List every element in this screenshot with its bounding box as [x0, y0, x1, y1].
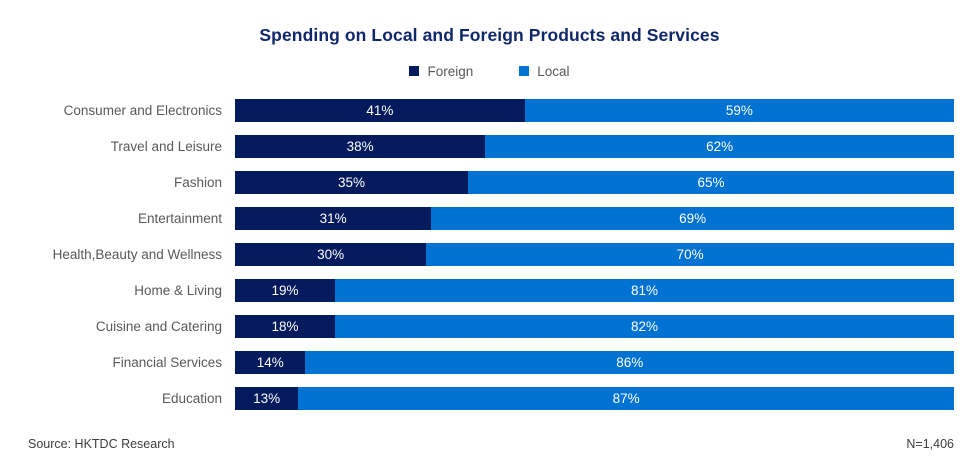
foreign-segment: 14% — [235, 350, 306, 374]
foreign-value-label: 38% — [346, 138, 374, 154]
local-value-label: 69% — [679, 210, 707, 226]
local-value-label: 65% — [697, 174, 725, 190]
chart-row: Education 13% 87% — [0, 380, 979, 416]
foreign-segment: 18% — [235, 314, 335, 338]
category-label: Consumer and Electronics — [63, 102, 222, 118]
legend-item-local: Local — [519, 63, 570, 79]
chart-row: Consumer and Electronics 41% 59% — [0, 92, 979, 128]
category-label: Financial Services — [112, 354, 222, 370]
chart-footer: Source: HKTDC Research N=1,406 — [0, 437, 979, 451]
chart-row: Health,Beauty and Wellness 30% 70% — [0, 236, 979, 272]
legend-label-local: Local — [537, 63, 570, 79]
sample-size-note: N=1,406 — [906, 437, 954, 451]
foreign-segment: 41% — [235, 98, 525, 122]
foreign-value-label: 35% — [337, 174, 365, 190]
chart-row: Home & Living 19% 81% — [0, 272, 979, 308]
foreign-value-label: 19% — [271, 282, 299, 298]
local-segment: 87% — [298, 386, 954, 410]
foreign-value-label: 14% — [256, 354, 284, 370]
legend-label-foreign: Foreign — [427, 63, 474, 79]
category-label: Travel and Leisure — [110, 138, 222, 154]
chart-row: Financial Services 14% 86% — [0, 344, 979, 380]
chart-row: Entertainment 31% 69% — [0, 200, 979, 236]
category-label: Cuisine and Catering — [95, 318, 222, 334]
legend-swatch-local-icon — [519, 66, 530, 76]
category-label: Home & Living — [134, 282, 222, 298]
local-value-label: 87% — [612, 390, 640, 406]
local-segment: 81% — [334, 278, 954, 302]
local-value-label: 70% — [676, 246, 704, 262]
foreign-segment: 38% — [235, 134, 486, 158]
local-value-label: 59% — [725, 102, 753, 118]
local-value-label: 86% — [616, 354, 644, 370]
foreign-segment: 35% — [235, 170, 468, 194]
source-note: Source: HKTDC Research — [28, 437, 175, 451]
stacked-bar: 18% 82% — [235, 314, 954, 338]
category-label: Fashion — [173, 174, 222, 190]
chart-row: Fashion 35% 65% — [0, 164, 979, 200]
stacked-bar: 31% 69% — [235, 206, 954, 230]
local-segment: 82% — [334, 314, 954, 338]
foreign-value-label: 31% — [319, 210, 347, 226]
foreign-segment: 30% — [235, 242, 427, 266]
chart-row: Cuisine and Catering 18% 82% — [0, 308, 979, 344]
local-segment: 65% — [467, 170, 954, 194]
category-label: Entertainment — [137, 210, 222, 226]
stacked-bar: 14% 86% — [235, 350, 954, 374]
chart-title: Spending on Local and Foreign Products a… — [259, 25, 720, 45]
local-value-label: 81% — [630, 282, 658, 298]
local-segment: 59% — [524, 98, 954, 122]
category-label: Health,Beauty and Wellness — [52, 246, 222, 262]
foreign-value-label: 30% — [317, 246, 345, 262]
local-value-label: 82% — [630, 318, 658, 334]
foreign-segment: 13% — [235, 386, 299, 410]
stacked-bar: 30% 70% — [235, 242, 954, 266]
category-label: Education — [161, 390, 222, 406]
local-segment: 86% — [305, 350, 954, 374]
local-segment: 69% — [431, 206, 954, 230]
legend-swatch-foreign-icon — [409, 66, 420, 76]
foreign-segment: 19% — [235, 278, 335, 302]
foreign-value-label: 41% — [366, 102, 394, 118]
legend-item-foreign: Foreign — [409, 64, 473, 79]
local-segment: 62% — [485, 134, 954, 158]
chart-rows: Consumer and Electronics 41% 59% Travel … — [0, 92, 979, 416]
foreign-value-label: 13% — [253, 390, 281, 406]
foreign-value-label: 18% — [271, 318, 299, 334]
chart-legend: Foreign Local — [0, 62, 979, 80]
stacked-bar: 13% 87% — [235, 386, 954, 410]
stacked-bar: 41% 59% — [235, 98, 954, 122]
local-value-label: 62% — [706, 138, 734, 154]
chart-row: Travel and Leisure 38% 62% — [0, 128, 979, 164]
stacked-bar: 35% 65% — [235, 170, 954, 194]
stacked-bar: 38% 62% — [235, 134, 954, 158]
stacked-bar: 19% 81% — [235, 278, 954, 302]
foreign-segment: 31% — [235, 206, 432, 230]
local-segment: 70% — [426, 242, 954, 266]
